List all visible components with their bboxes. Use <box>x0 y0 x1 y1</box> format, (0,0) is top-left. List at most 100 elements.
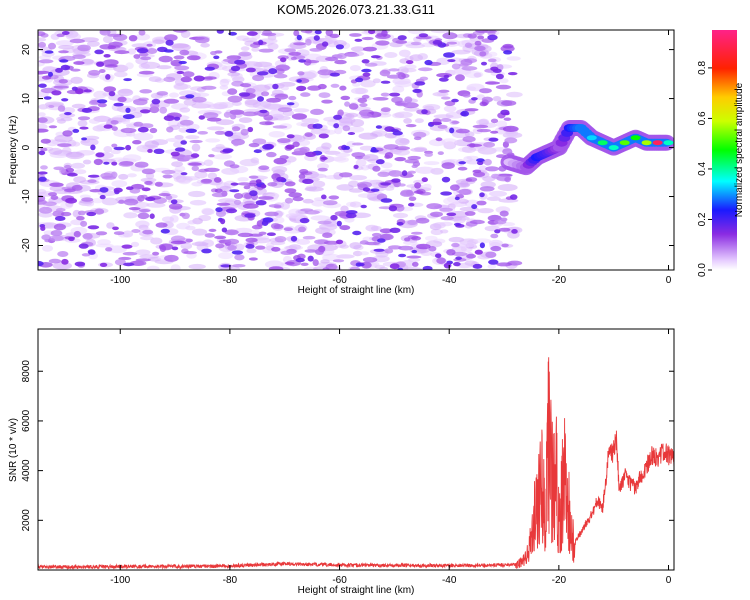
noise-blob <box>141 168 156 175</box>
noise-blob <box>408 202 415 207</box>
noise-blob <box>449 210 469 218</box>
noise-blob <box>406 60 414 65</box>
noise-blob <box>117 88 134 97</box>
noise-blob <box>411 249 418 254</box>
noise-blob <box>159 106 168 114</box>
noise-blob <box>40 226 46 231</box>
noise-blob <box>122 154 142 162</box>
noise-blob <box>504 137 518 144</box>
noise-blob <box>185 135 200 140</box>
noise-blob <box>404 64 417 70</box>
noise-blob <box>58 50 69 54</box>
noise-blob <box>334 126 343 135</box>
noise-blob <box>325 56 339 62</box>
noise-blob <box>125 62 134 70</box>
noise-blob <box>499 210 509 217</box>
noise-blob <box>418 67 433 72</box>
noise-blob <box>299 146 310 153</box>
noise-blob <box>38 117 48 123</box>
noise-blob <box>252 138 267 145</box>
noise-blob <box>203 112 219 119</box>
noise-blob <box>451 120 460 124</box>
noise-blob <box>268 131 285 138</box>
noise-blob <box>81 253 91 257</box>
x-tick-label: -20 <box>552 575 567 586</box>
noise-blob <box>299 217 310 224</box>
noise-blob <box>474 40 482 46</box>
noise-blob <box>464 211 476 216</box>
noise-blob <box>213 154 232 160</box>
spectrogram-y-label: Frequency (Hz) <box>8 116 19 185</box>
noise-blob <box>352 82 361 87</box>
noise-blob <box>460 110 469 117</box>
noise-blob <box>140 61 161 69</box>
noise-blob <box>349 266 360 270</box>
noise-blob <box>386 74 402 79</box>
noise-blob <box>48 125 58 129</box>
noise-blob <box>389 92 401 97</box>
colorbar-tick-label: 0.6 <box>697 111 708 125</box>
noise-blob <box>244 100 261 108</box>
noise-blob <box>477 208 494 214</box>
noise-blob <box>237 232 254 238</box>
noise-blob <box>398 245 414 251</box>
noise-blob <box>340 205 349 213</box>
noise-blob <box>501 243 509 248</box>
noise-blob <box>152 251 160 256</box>
noise-blob <box>410 147 428 152</box>
noise-blob <box>450 184 460 191</box>
noise-blob <box>300 122 310 127</box>
noise-blob <box>271 246 281 252</box>
noise-blob <box>99 262 108 267</box>
noise-blob <box>493 219 507 225</box>
noise-blob <box>139 109 151 114</box>
y-tick-label: -10 <box>21 189 32 204</box>
noise-blob <box>189 139 203 144</box>
noise-blob <box>443 52 455 58</box>
noise-blob <box>249 233 263 237</box>
noise-blob <box>42 201 57 207</box>
noise-blob <box>82 159 92 165</box>
noise-blob <box>155 222 168 228</box>
noise-blob <box>478 118 490 126</box>
noise-blob <box>302 235 316 240</box>
noise-blob <box>191 241 209 247</box>
x-tick-label: -40 <box>442 275 457 286</box>
noise-blob <box>284 197 294 204</box>
noise-blob <box>91 198 104 204</box>
noise-blob <box>65 151 85 160</box>
noise-blob <box>230 65 241 72</box>
noise-blob <box>407 170 416 174</box>
noise-blob <box>352 230 362 236</box>
noise-blob <box>314 30 322 35</box>
noise-blob <box>38 260 44 267</box>
noise-blob <box>154 181 163 187</box>
noise-blob <box>481 30 497 34</box>
noise-blob <box>405 43 426 49</box>
noise-blob <box>159 245 167 252</box>
noise-blob <box>430 121 443 126</box>
noise-blob <box>268 204 282 208</box>
noise-blob <box>140 235 154 241</box>
noise-blob <box>384 186 395 191</box>
noise-blob <box>453 215 466 224</box>
noise-blob <box>130 241 140 247</box>
noise-blob <box>410 41 422 46</box>
noise-blob <box>303 53 322 61</box>
noise-blob <box>339 225 351 231</box>
noise-blob <box>321 41 329 47</box>
noise-blob <box>72 54 86 59</box>
noise-blob <box>473 72 482 78</box>
noise-blob <box>67 172 78 177</box>
noise-blob <box>284 261 295 265</box>
noise-blob <box>183 155 191 161</box>
snr-frame <box>37 328 675 571</box>
noise-blob <box>349 33 362 37</box>
noise-blob <box>268 266 284 270</box>
noise-blob <box>185 94 195 99</box>
noise-blob <box>404 96 413 103</box>
noise-blob <box>336 220 342 227</box>
noise-blob <box>504 112 510 116</box>
noise-blob <box>273 157 287 165</box>
noise-blob <box>479 186 495 192</box>
